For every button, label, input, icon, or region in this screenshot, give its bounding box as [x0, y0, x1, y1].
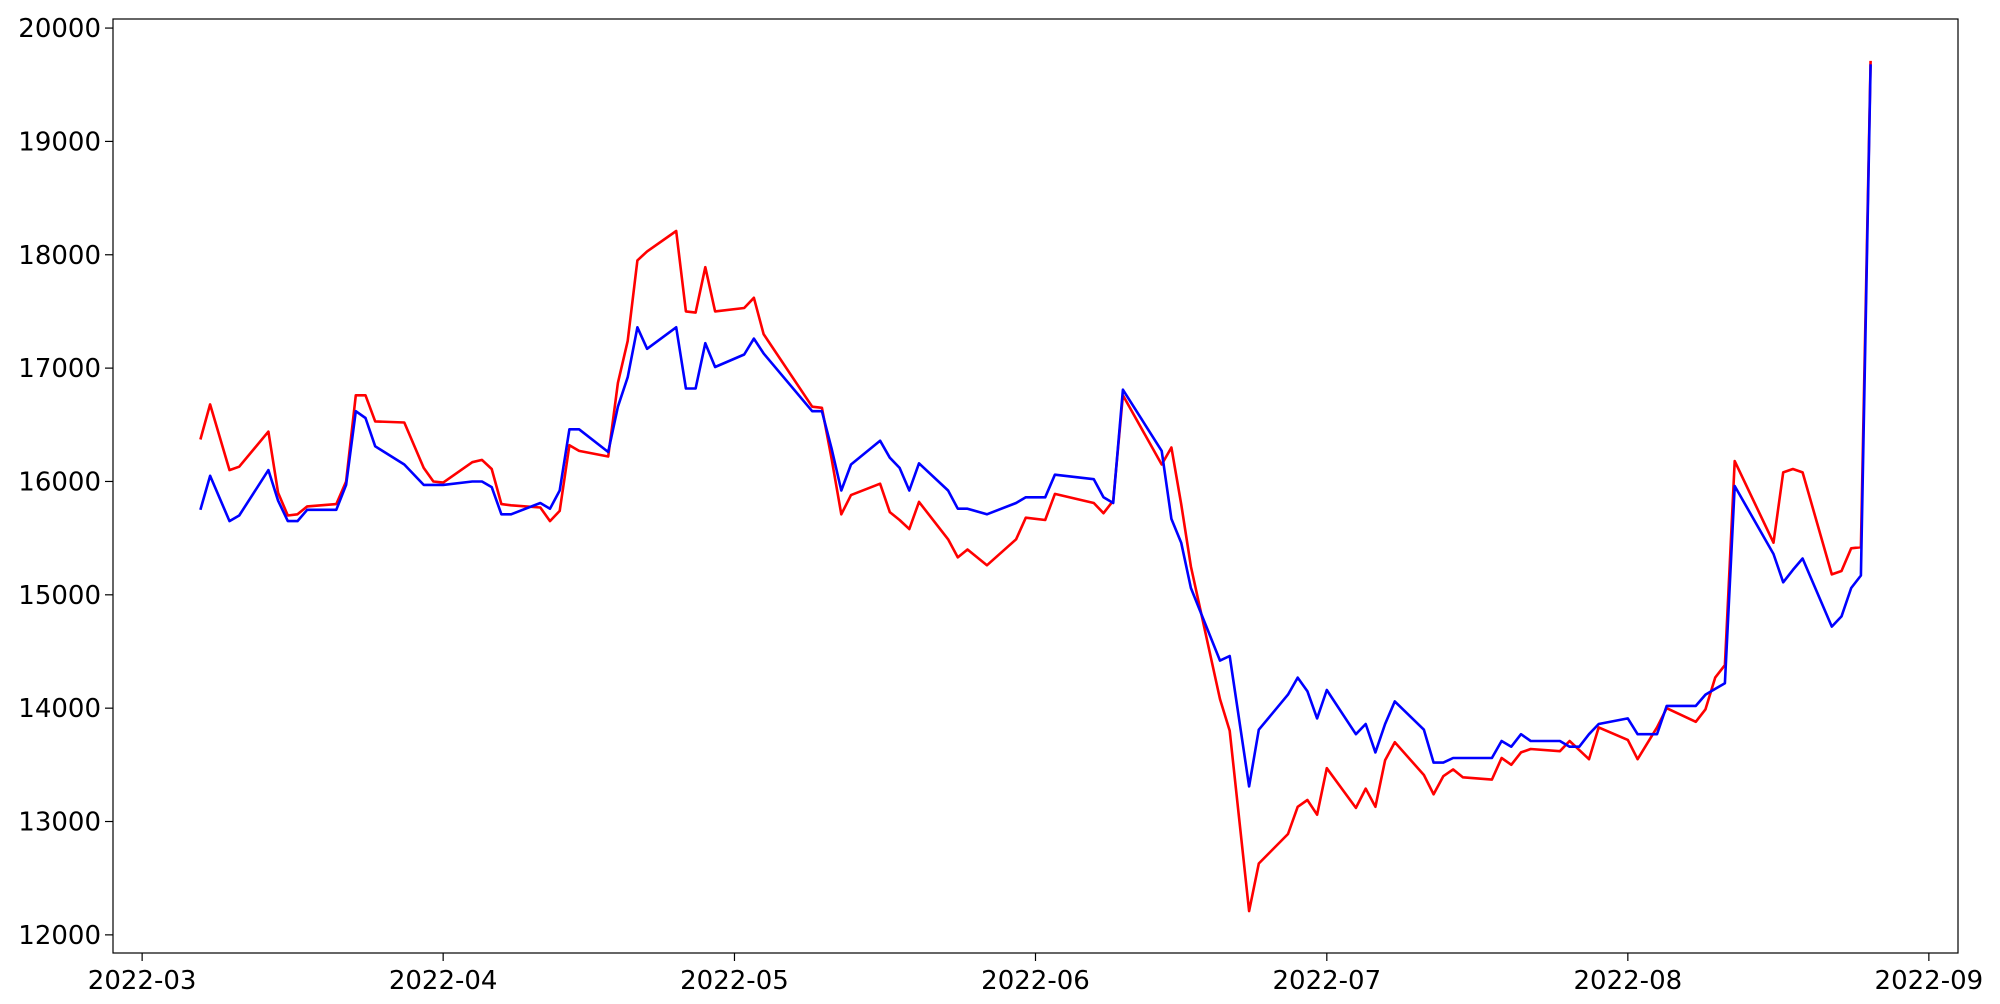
y-tick-label: 16000: [18, 467, 101, 497]
y-tick-label: 20000: [18, 14, 101, 44]
series-line: [199, 64, 1872, 788]
x-tick-label: 2022-08: [1574, 966, 1683, 996]
x-tick-label: 2022-06: [981, 966, 1090, 996]
y-tick-label: 13000: [18, 808, 101, 838]
y-tick-label: 12000: [18, 921, 101, 951]
y-tick-label: 17000: [18, 354, 101, 384]
y-tick-label: 15000: [18, 581, 101, 611]
x-tick-label: 2022-03: [88, 966, 197, 996]
y-tick-label: 18000: [18, 241, 101, 271]
y-tick-label: 14000: [18, 694, 101, 724]
series-line: [199, 60, 1872, 913]
x-tick-label: 2022-09: [1875, 966, 1984, 996]
x-tick-label: 2022-04: [389, 966, 498, 996]
x-tick-label: 2022-07: [1272, 966, 1381, 996]
x-tick-label: 2022-05: [680, 966, 789, 996]
plot-frame: [112, 18, 1959, 954]
y-tick-label: 19000: [18, 127, 101, 157]
